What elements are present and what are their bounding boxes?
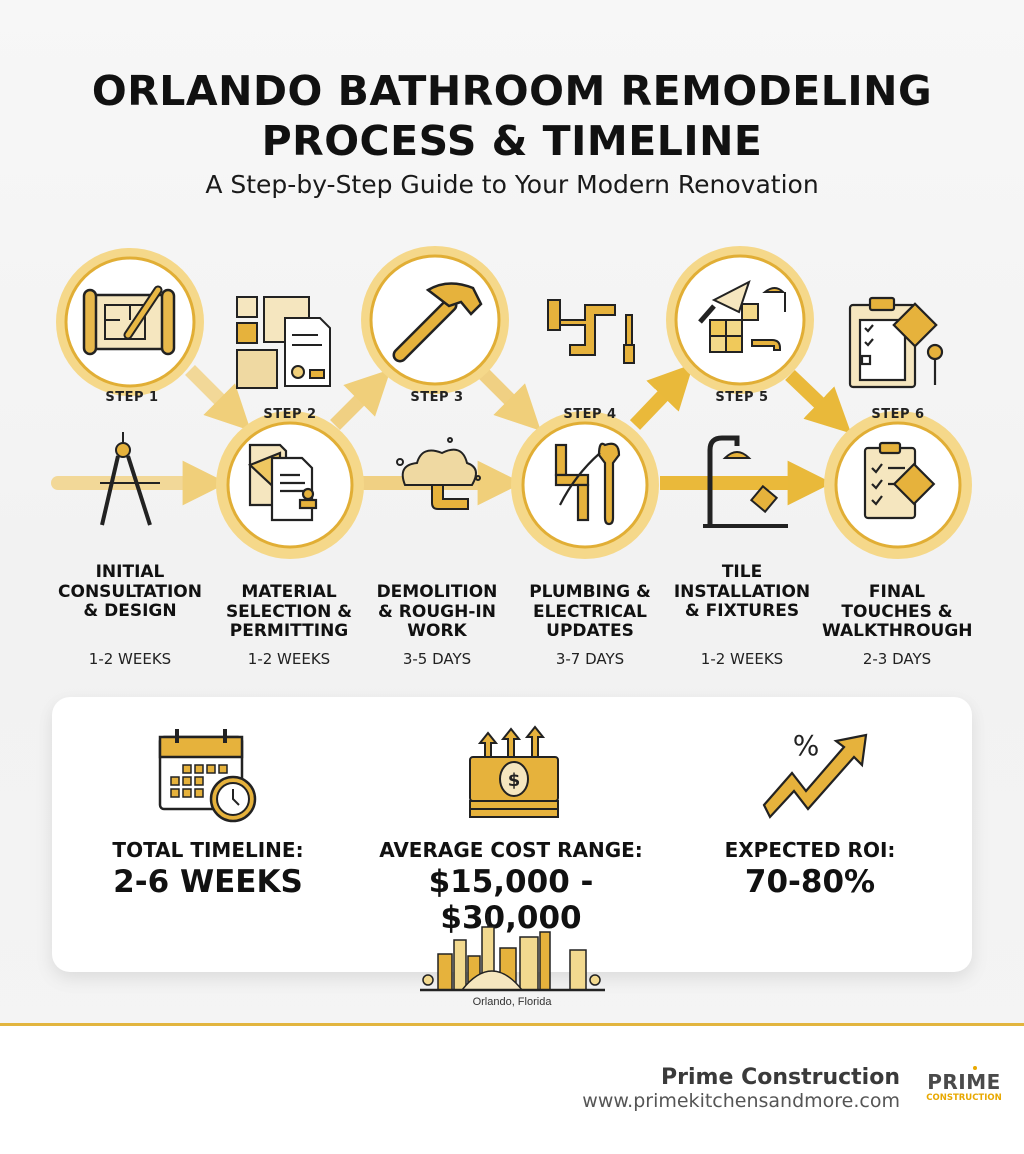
logo-dot: [973, 1066, 977, 1070]
step-6-name: FINAL TOUCHES & WALKTHROUGH: [822, 582, 973, 641]
step-5-circle: [666, 246, 814, 394]
svg-text:$: $: [508, 770, 521, 791]
stat-total-timeline: TOTAL TIMELINE: 2-6 WEEKS: [58, 838, 358, 900]
step-6-duration: 2-3 DAYS: [862, 650, 932, 668]
step-5-duration: 1-2 WEEKS: [700, 650, 784, 668]
stat-expected-roi: EXPECTED ROI: 70-80%: [660, 838, 960, 900]
step-4-name: PLUMBING & ELECTRICAL UPDATES: [529, 582, 651, 641]
drafting-compass-icon: [100, 432, 160, 526]
step-2-name: MATERIAL SELECTION & PERMITTING: [225, 582, 353, 641]
logo-wordmark: PRIME: [927, 1070, 1001, 1094]
pipes-wrench-icon: [554, 442, 621, 526]
pipes-screwdriver-icon: [547, 299, 635, 364]
svg-text:%: %: [793, 729, 820, 762]
city-caption: Orlando, Florida: [472, 996, 552, 1008]
stat-label: TOTAL TIMELINE:: [112, 838, 304, 862]
hammer-icon: [392, 282, 483, 363]
step-5-label: STEP 5: [715, 390, 769, 405]
process-flow-diagram: [51, 246, 972, 559]
calendar-clock-icon: [158, 729, 257, 823]
step-1-label: STEP 1: [105, 390, 159, 405]
company-name: Prime Construction: [661, 1065, 900, 1090]
step-3-name: DEMOLITION & ROUGH-IN WORK: [376, 582, 498, 641]
step-4-label: STEP 4: [563, 407, 617, 422]
logo-subtext: CONSTRUCTION: [926, 1093, 1002, 1103]
step-3-duration: 3-5 DAYS: [402, 650, 472, 668]
page-title-line-2: PROCESS & TIMELINE: [261, 117, 763, 165]
step-1-duration: 1-2 WEEKS: [88, 650, 172, 668]
stat-label: EXPECTED ROI:: [724, 838, 896, 862]
step-5-name: TILE INSTALLATION & FIXTURES: [673, 562, 811, 621]
stat-value: 2-6 WEEKS: [113, 864, 303, 900]
step-4-duration: 3-7 DAYS: [555, 650, 625, 668]
step-1-circle: [56, 248, 204, 396]
stat-label: AVERAGE COST RANGE:: [379, 838, 643, 862]
stat-average-cost: AVERAGE COST RANGE: $15,000 - $30,000: [361, 838, 661, 936]
permit-document-stamp-icon: [247, 443, 318, 522]
step-4-circle: [511, 411, 659, 559]
company-logo: PRIME CONSTRUCTION: [926, 1066, 1002, 1103]
percent-growth-arrow-icon: %: [762, 729, 868, 819]
blueprint-pencil-icon: [90, 293, 170, 351]
dust-cloud-pipe-icon: [396, 437, 481, 510]
stat-value: $15,000 - $30,000: [428, 864, 594, 936]
page-subtitle: A Step-by-Step Guide to Your Modern Reno…: [205, 170, 819, 199]
company-website-link[interactable]: www.primekitchensandmore.com: [582, 1090, 900, 1112]
trowel-tiles-faucet-icon: [698, 279, 786, 353]
material-samples-icon: [236, 296, 331, 389]
footer: [0, 1026, 1024, 1154]
step-6-label: STEP 6: [871, 407, 925, 422]
checklist-clipboard-icon: [863, 441, 936, 520]
step-2-duration: 1-2 WEEKS: [247, 650, 331, 668]
step-3-circle: [361, 246, 509, 394]
orlando-skyline-icon: [420, 914, 605, 992]
stat-value: 70-80%: [744, 864, 876, 900]
shower-head-icon: [703, 435, 788, 528]
footer-divider: [0, 1023, 1024, 1026]
checklist-key-icon: [848, 296, 944, 389]
step-1-name: INITIAL CONSULTATION & DESIGN: [58, 562, 202, 621]
step-6-circle: [824, 411, 972, 559]
step-2-circle: [216, 411, 364, 559]
money-stack-arrows-icon: $: [469, 725, 559, 818]
page-title-line-1: ORLANDO BATHROOM REMODELING: [91, 67, 933, 115]
step-3-label: STEP 3: [410, 390, 464, 405]
step-2-label: STEP 2: [263, 407, 317, 422]
